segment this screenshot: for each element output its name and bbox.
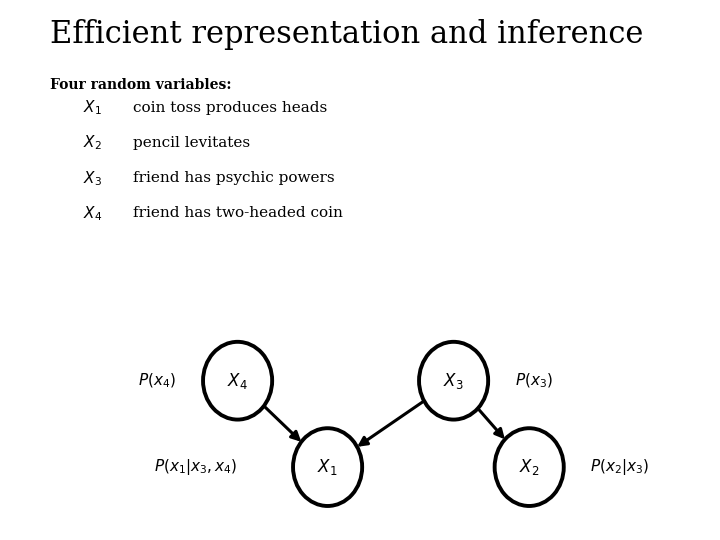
Text: $X_3$: $X_3$: [83, 169, 102, 187]
Text: $X_1$: $X_1$: [318, 457, 338, 477]
Text: $X_4$: $X_4$: [83, 204, 102, 222]
Text: Efficient representation and inference: Efficient representation and inference: [50, 19, 644, 50]
Ellipse shape: [419, 342, 488, 420]
Text: $X_1$: $X_1$: [83, 99, 102, 117]
Text: $P(x_3)$: $P(x_3)$: [515, 372, 553, 390]
Text: $X_4$: $X_4$: [228, 370, 248, 391]
Ellipse shape: [203, 342, 272, 420]
Text: $X_2$: $X_2$: [83, 134, 102, 152]
Ellipse shape: [293, 428, 362, 506]
Text: coin toss produces heads: coin toss produces heads: [133, 101, 328, 115]
Text: $P(x_4)$: $P(x_4)$: [138, 372, 176, 390]
Ellipse shape: [495, 428, 564, 506]
Text: pencil levitates: pencil levitates: [133, 136, 251, 150]
Text: $X_2$: $X_2$: [519, 457, 539, 477]
Text: friend has psychic powers: friend has psychic powers: [133, 171, 335, 185]
Text: friend has two-headed coin: friend has two-headed coin: [133, 206, 343, 220]
Text: Four random variables:: Four random variables:: [50, 78, 232, 92]
Text: $P(x_2|x_3)$: $P(x_2|x_3)$: [590, 457, 649, 477]
Text: $X_3$: $X_3$: [444, 370, 464, 391]
Text: $P(x_1|x_3, x_4)$: $P(x_1|x_3, x_4)$: [154, 457, 238, 477]
